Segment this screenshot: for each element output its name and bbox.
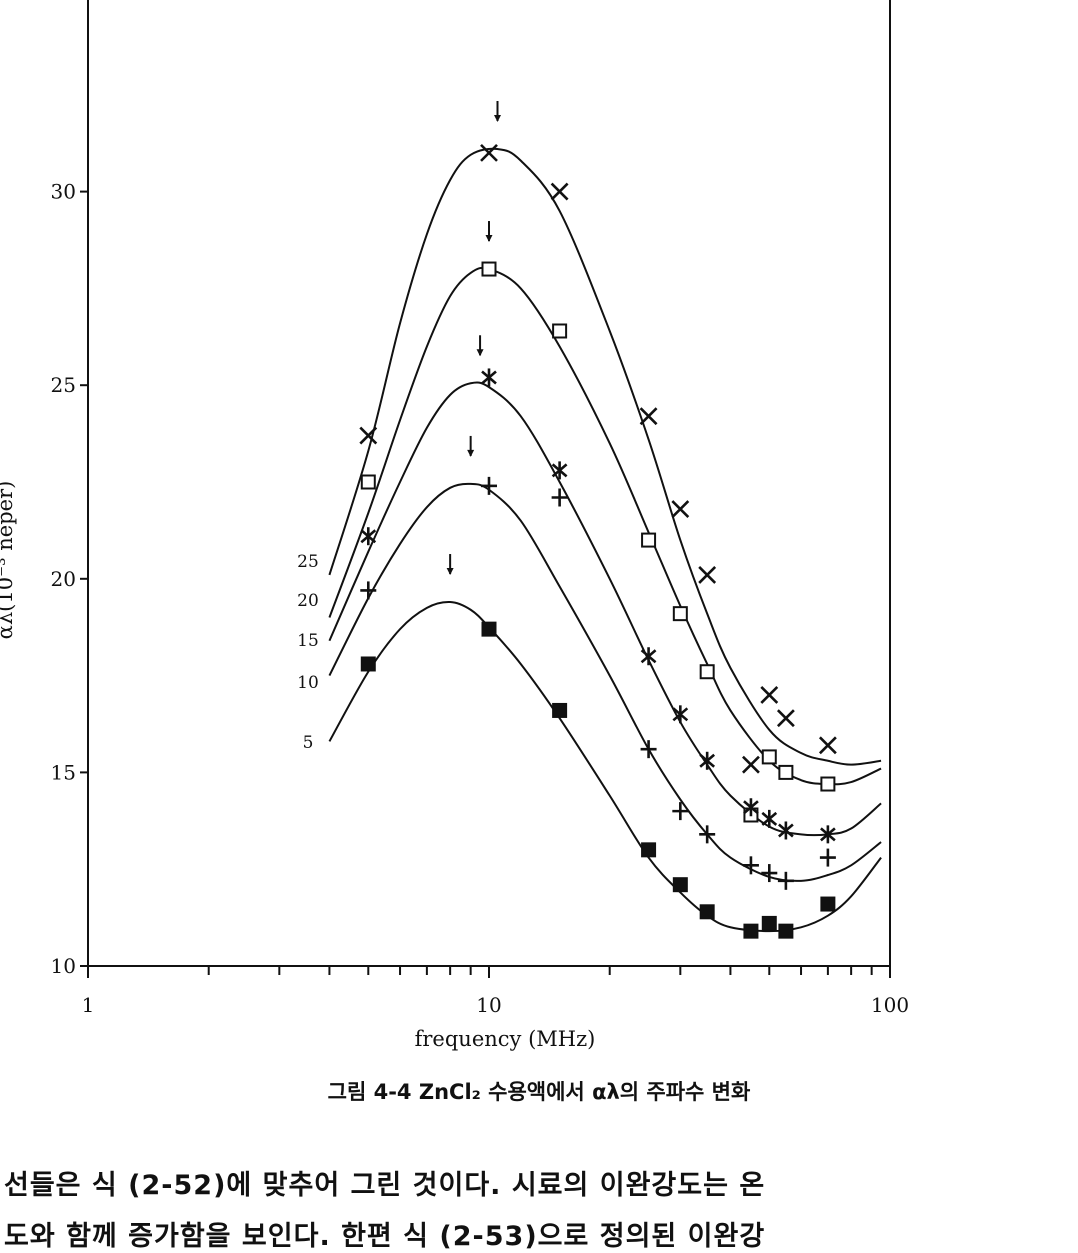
data-point-20: [778, 764, 794, 780]
y-tick-label: 20: [51, 567, 76, 591]
data-point-15: [481, 368, 497, 387]
data-point-20: [641, 532, 657, 548]
fit-curve-20: [328, 266, 882, 786]
data-point-20: [761, 749, 777, 765]
data-point-5: [699, 904, 715, 920]
fit-curve-10: [328, 482, 882, 882]
data-point-15: [778, 821, 794, 840]
curve-label-20: 20: [297, 591, 319, 611]
curve-label-25: 25: [297, 552, 319, 572]
y-tick-label: 25: [51, 373, 76, 397]
data-point-5: [360, 656, 376, 672]
data-point-25: [818, 736, 837, 755]
y-axis-title: αλ(10⁻³ neper): [0, 481, 17, 640]
data-point-5: [820, 896, 836, 912]
data-point-10: [640, 740, 657, 759]
x-axis-title: frequency (MHz): [415, 1027, 596, 1051]
peak-arrow-20: [485, 221, 493, 243]
data-point-20: [699, 664, 715, 680]
data-point-10: [360, 581, 377, 600]
data-point-20: [820, 776, 836, 792]
data-point-5: [481, 621, 497, 637]
data-point-20: [672, 606, 688, 622]
fit-curve-5: [328, 601, 882, 933]
x-tick-label: 1: [82, 993, 95, 1017]
data-point-5: [743, 923, 759, 939]
data-point-20: [360, 474, 376, 490]
peak-arrow-15: [476, 335, 484, 357]
data-point-10: [481, 476, 497, 495]
x-tick-label: 100: [871, 993, 909, 1017]
peak-arrows: [446, 101, 501, 576]
data-point-15: [743, 798, 759, 817]
curve-label-10: 10: [297, 673, 319, 693]
data-point-20: [552, 323, 568, 339]
fit-curve-15: [328, 381, 882, 837]
y-tick-label: 10: [51, 954, 76, 978]
data-point-5: [641, 842, 657, 858]
data-point-15: [551, 461, 568, 480]
fit-curves: [328, 147, 882, 933]
data-point-15: [640, 647, 657, 666]
data-markers: [359, 143, 837, 939]
x-tick-label: 10: [476, 993, 501, 1017]
data-point-5: [761, 915, 777, 931]
y-tick-label: 30: [51, 180, 76, 204]
peak-arrow-5: [446, 554, 454, 576]
curve-label-15: 15: [297, 631, 319, 651]
peak-arrow-10: [467, 435, 475, 457]
data-point-5: [552, 702, 568, 718]
data-point-25: [760, 686, 779, 704]
body-text-line-1: 선들은 식 (2-52)에 맞추어 그린 것이다. 시료의 이완강도는 온: [4, 1170, 766, 1201]
data-point-5: [778, 923, 794, 939]
data-point-5: [672, 877, 688, 893]
data-point-25: [742, 755, 760, 774]
y-tick-label: 15: [51, 760, 76, 784]
data-point-15: [360, 527, 377, 546]
data-point-10: [761, 864, 778, 883]
data-point-10: [699, 825, 716, 844]
data-point-25: [550, 182, 569, 201]
fit-curve-25: [328, 147, 882, 766]
data-point-15: [672, 705, 689, 724]
curve-labels: 25 20 15 10 5: [297, 552, 319, 753]
peak-arrow-25: [493, 101, 501, 123]
data-point-15: [699, 751, 716, 770]
data-point-25: [359, 426, 378, 445]
data-point-10: [551, 488, 568, 507]
data-point-25: [480, 143, 498, 162]
data-point-15: [820, 825, 836, 844]
data-point-20: [481, 261, 497, 277]
data-point-10: [819, 848, 836, 867]
data-point-10: [777, 871, 794, 890]
data-point-10: [742, 856, 759, 875]
data-point-15: [761, 809, 778, 828]
data-point-25: [639, 407, 658, 426]
curve-label-5: 5: [303, 733, 314, 753]
data-point-10: [672, 802, 689, 821]
data-point-25: [671, 500, 690, 519]
body-text-line-2: 도와 함께 증가함을 보인다. 한편 식 (2-53)으로 정의된 이완강: [4, 1221, 766, 1252]
figure-caption: 그림 4-4 ZnCl₂ 수용액에서 αλ의 주파수 변화: [327, 1080, 751, 1104]
data-point-25: [776, 709, 795, 728]
data-point-25: [698, 566, 717, 584]
